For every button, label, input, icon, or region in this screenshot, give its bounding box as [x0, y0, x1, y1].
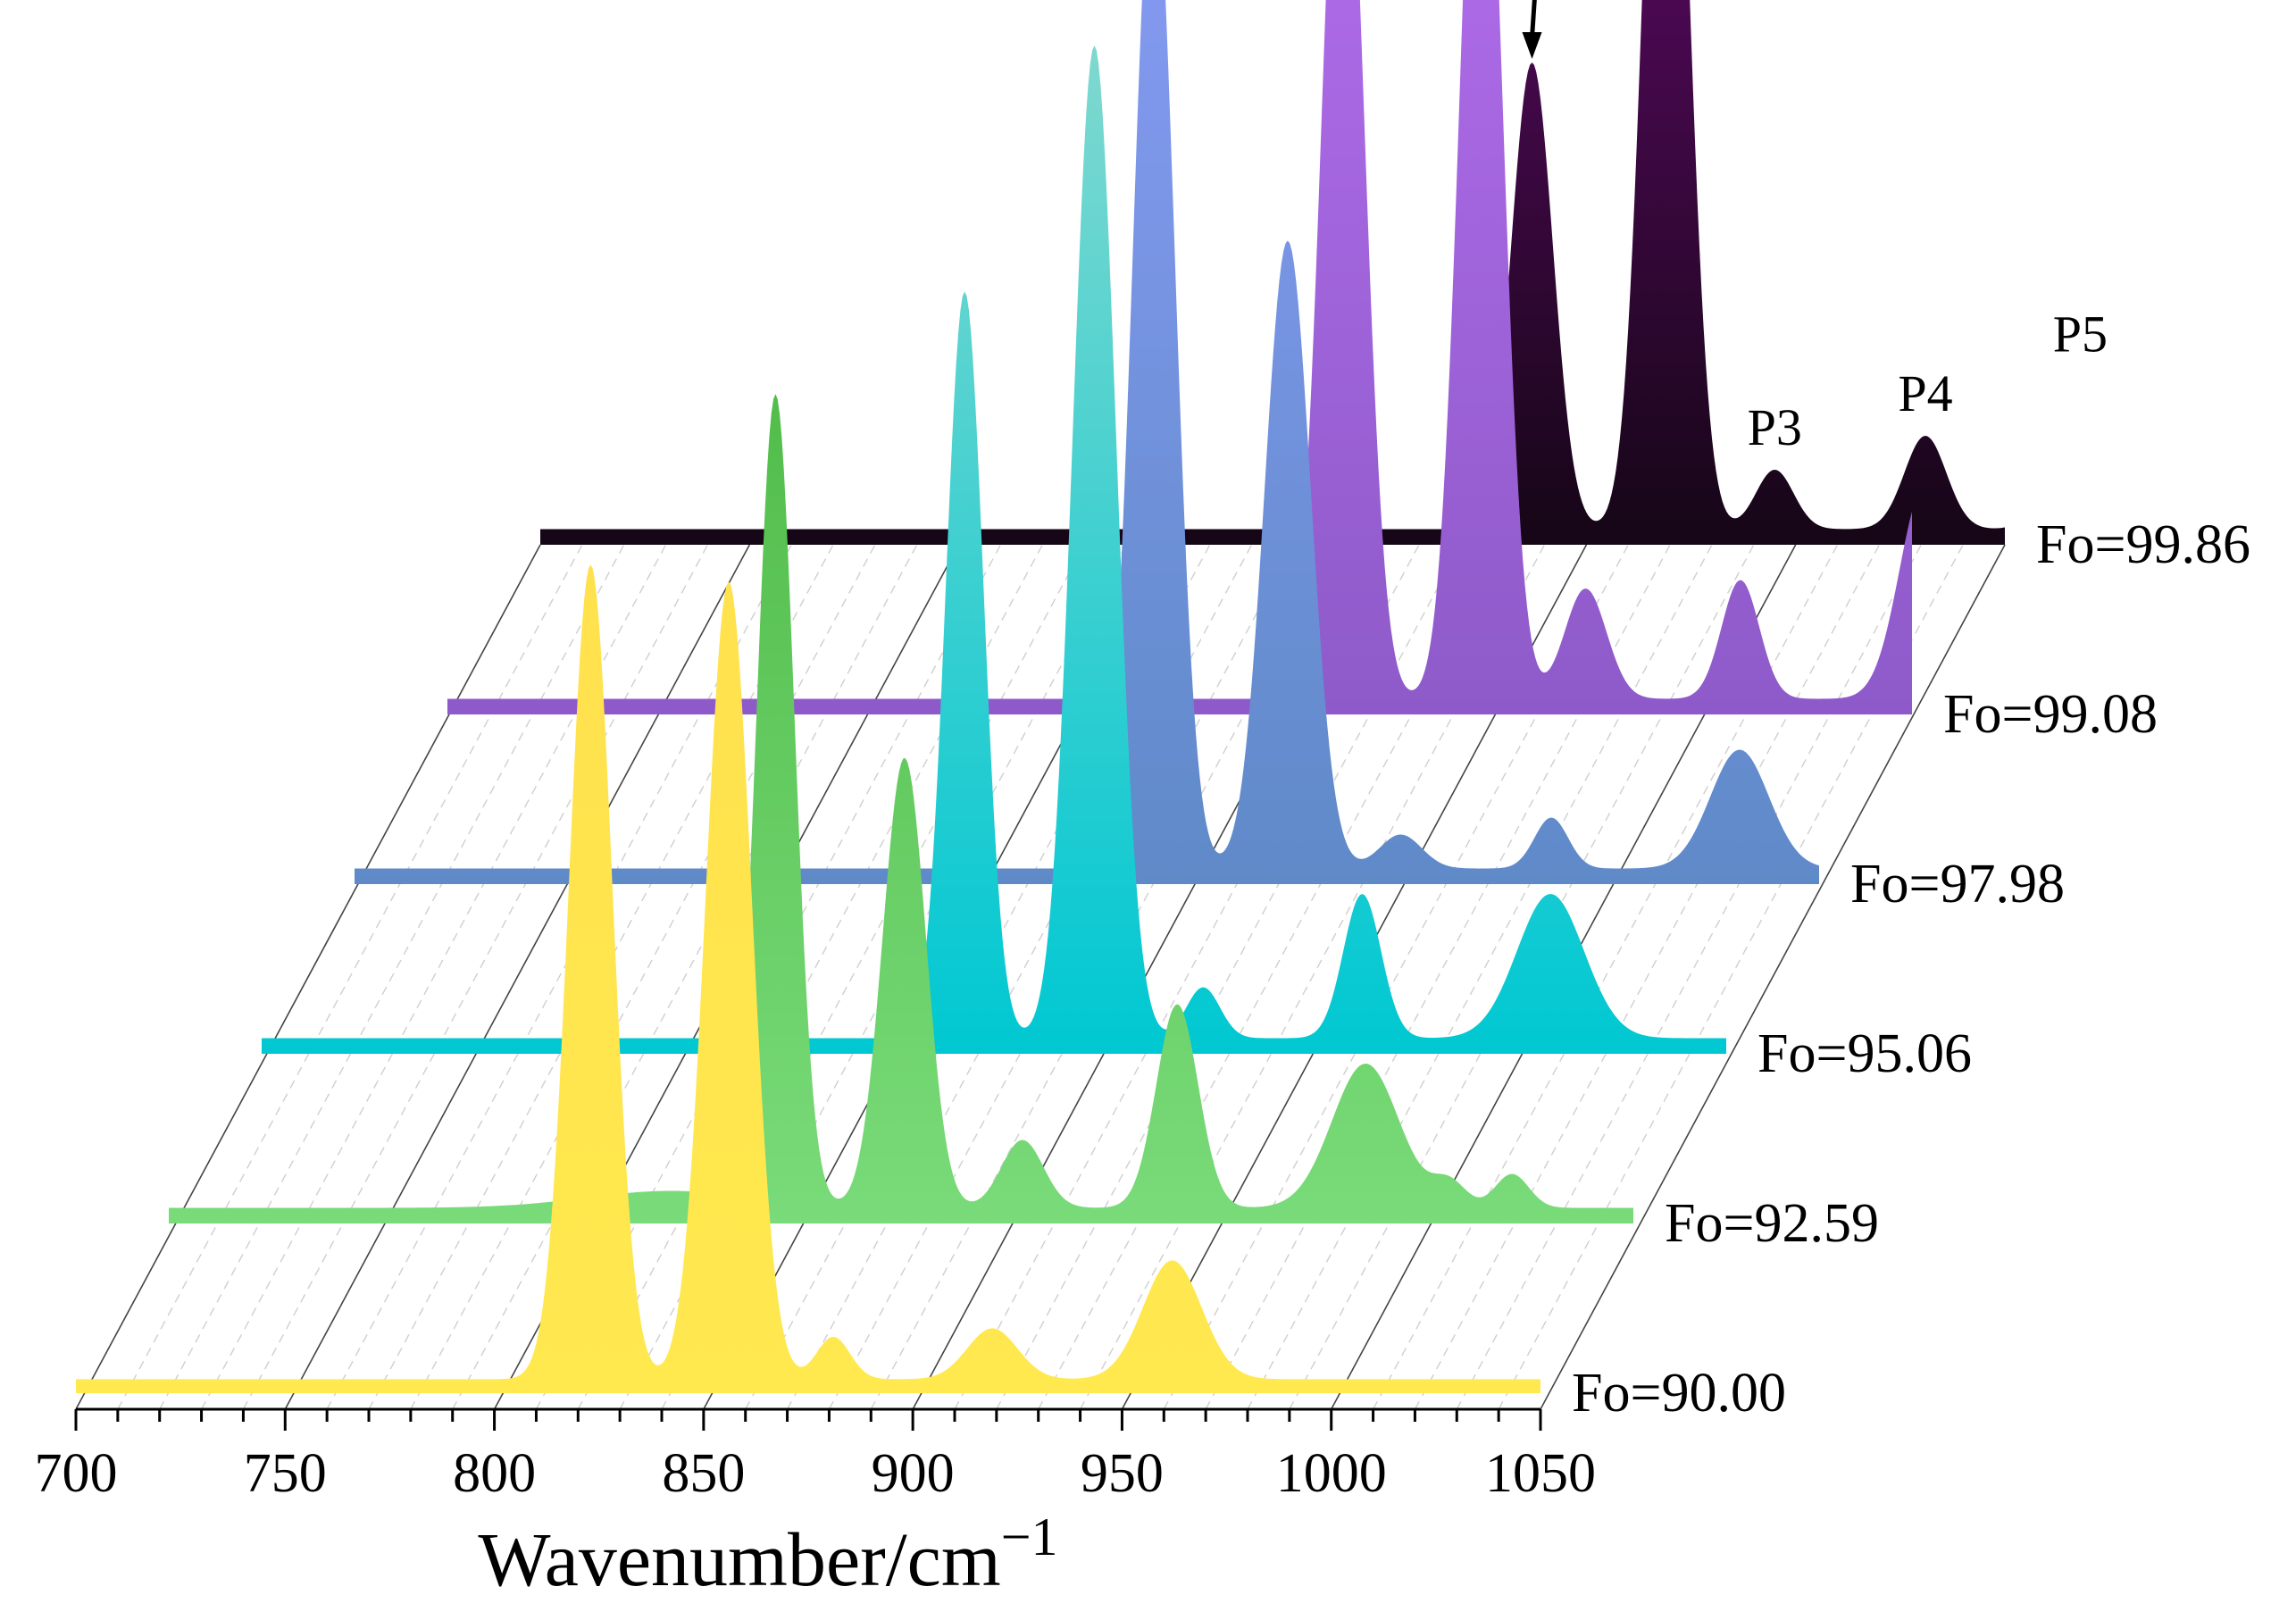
x-tick-label: 950	[1081, 1443, 1164, 1504]
grid-line-minor	[200, 544, 667, 1410]
x-axis-title: Wavenumber/cm−1	[478, 1507, 1057, 1602]
peak-arrow-head	[1522, 32, 1542, 59]
series-layer	[76, 0, 2005, 1393]
grid-line-minor	[954, 544, 1420, 1410]
grid-line-minor	[1414, 544, 1881, 1410]
x-axis-title-superscript: −1	[1001, 1507, 1058, 1566]
grid-line-minor	[242, 544, 709, 1410]
x-ticks: 700 750 800 850 900 950 1000 1050	[35, 1409, 1596, 1504]
grid-line-minor	[452, 544, 918, 1410]
x-axis: 700 750 800 850 900 950 1000 1050	[35, 1407, 1596, 1504]
x-tick-label: 900	[872, 1443, 955, 1504]
grid-line-minor	[159, 544, 625, 1410]
grid-line-major	[75, 544, 541, 1410]
grid-line-minor	[1163, 544, 1629, 1410]
series-label: Fo=90.00	[1572, 1363, 1786, 1424]
peak-annotations: P1P2P3P4P5	[1522, 0, 2108, 456]
grid-line-minor	[1498, 544, 1964, 1410]
series-label: Fo=99.08	[1943, 684, 2158, 745]
grid-line-minor	[1247, 544, 1713, 1410]
grid-line-minor	[619, 544, 1085, 1410]
grid-line-major	[1540, 544, 2006, 1410]
x-tick-label: 850	[662, 1443, 745, 1504]
grid-line-major	[284, 544, 750, 1410]
x-tick-label: 1050	[1485, 1443, 1596, 1504]
grid-line-minor	[996, 544, 1462, 1410]
peak-label: P4	[1898, 364, 1952, 422]
x-tick-label: 700	[35, 1443, 118, 1504]
series-label: Fo=95.06	[1757, 1023, 1972, 1084]
grid-line-minor	[1205, 544, 1671, 1410]
grid-line-minor	[1372, 544, 1839, 1410]
x-tick-label: 1000	[1276, 1443, 1387, 1504]
grid-line-minor	[1038, 544, 1504, 1410]
series-label: Fo=92.59	[1665, 1193, 1879, 1254]
x-tick-label: 800	[453, 1443, 536, 1504]
grid-line-minor	[1456, 544, 1922, 1410]
peak-label: P3	[1748, 398, 1802, 456]
series-area-fo-95-06	[262, 46, 1726, 1054]
grid-line-minor	[117, 544, 583, 1410]
series-label: Fo=97.98	[1850, 854, 2065, 914]
grid-line-minor	[326, 544, 792, 1410]
grid-line-minor	[786, 544, 1253, 1410]
series-area-fo-92-59	[169, 394, 1633, 1223]
x-tick-label: 750	[244, 1443, 327, 1504]
series-label: Fo=99.86	[2036, 514, 2250, 575]
grid-line-minor	[577, 544, 1043, 1410]
grid-line-minor	[1079, 544, 1546, 1410]
grid-line-minor	[410, 544, 876, 1410]
peak-arrow-shaft	[1530, 0, 1537, 38]
peak-label: P5	[2053, 305, 2108, 363]
x-axis-title-text: Wavenumber/cm	[478, 1516, 1000, 1602]
series-labels: Fo=99.86 Fo=99.08 Fo=97.98 Fo=95.06 Fo=92.59…	[1572, 514, 2250, 1424]
series-area-fo-99-86	[540, 0, 2005, 545]
